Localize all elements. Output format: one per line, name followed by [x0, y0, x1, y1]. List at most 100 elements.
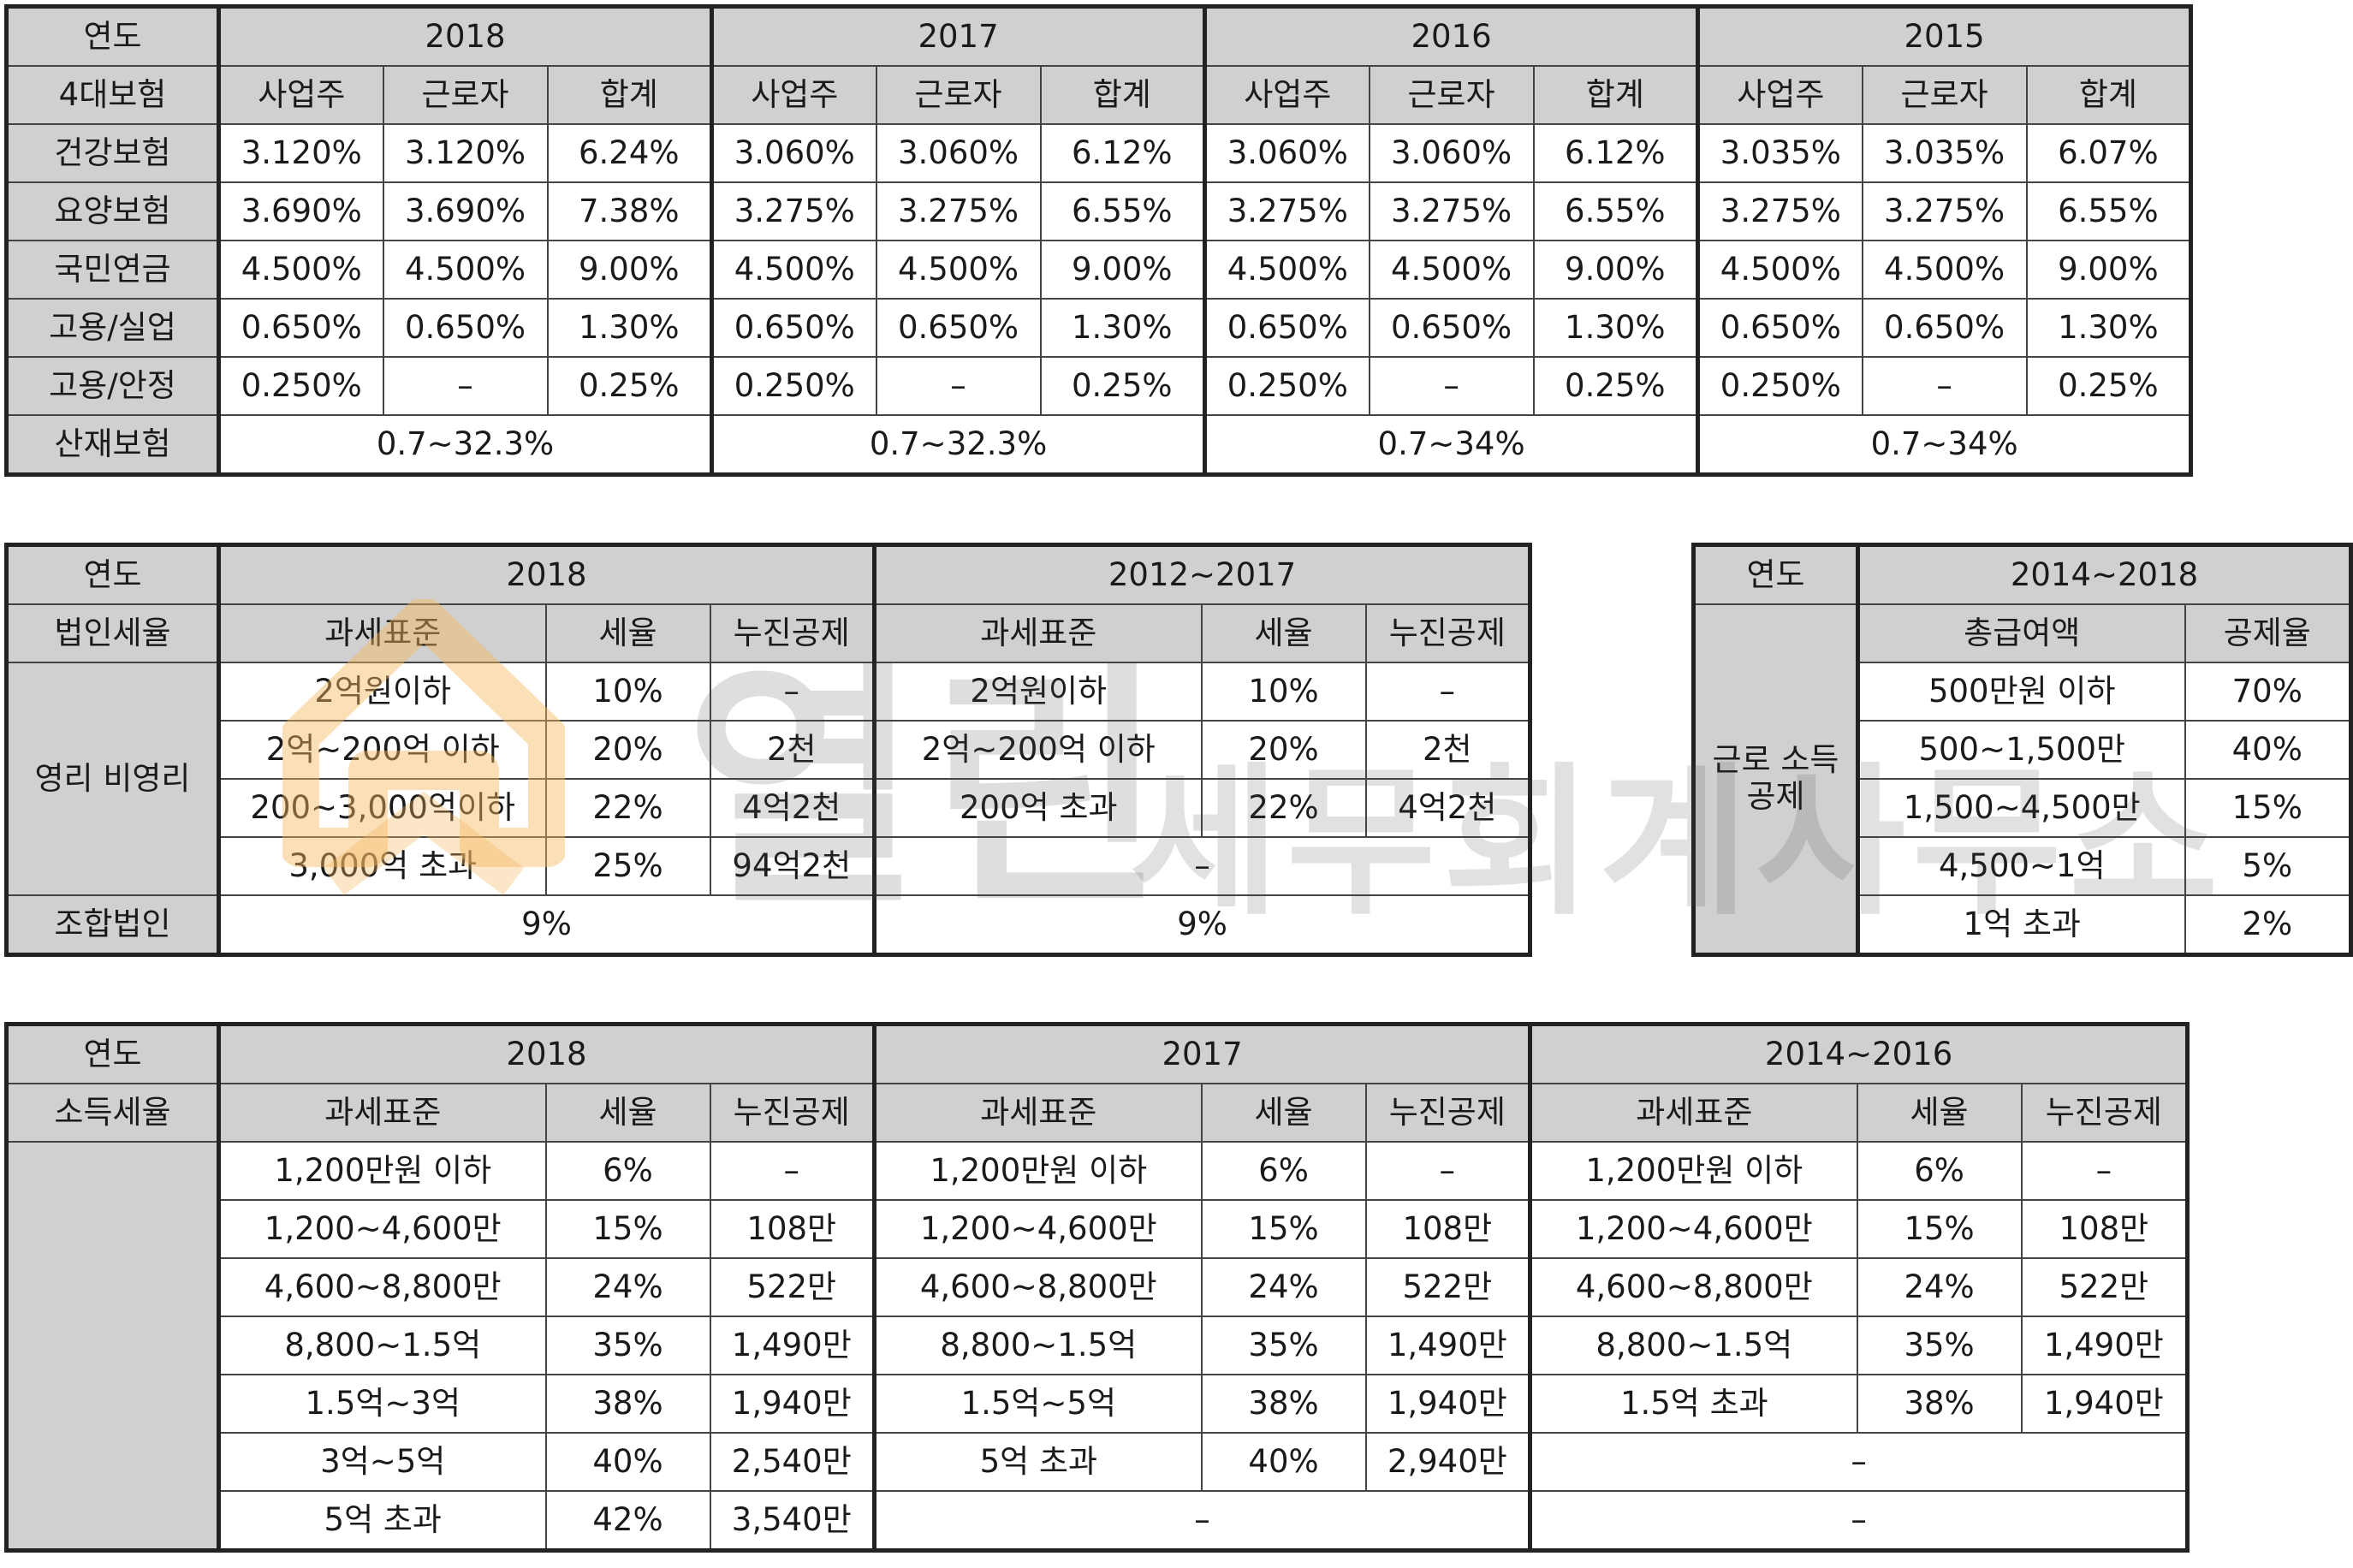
cell: 10% [544, 662, 711, 722]
cell: 3.035% [1696, 123, 1863, 183]
cell: 522만 [1364, 1257, 1533, 1317]
cell: 6.12% [1532, 123, 1701, 183]
cell: – [709, 1141, 877, 1201]
cell: 0.250% [217, 356, 384, 416]
cell: 2억~200억 이하 [873, 720, 1203, 780]
col-employer: 사업주 [1203, 65, 1370, 125]
col-deduction: 누진공제 [709, 1083, 877, 1143]
cell: 0.250% [710, 356, 877, 416]
col-gross-salary: 총급여액 [1857, 603, 2186, 663]
cell: 3.275% [710, 181, 877, 241]
earned-income-deduction-table: 연도 2014~2018 근로 소득 공제 총급여액 공제율 500만원 이하 … [1691, 543, 2353, 957]
cell: 25% [544, 836, 711, 896]
cell: – [1861, 356, 2028, 416]
cell: 22% [1200, 778, 1367, 838]
cell: 3.060% [1368, 123, 1535, 183]
earned-income-label: 근로 소득 공제 [1692, 603, 1860, 956]
cell: 1,200만원 이하 [217, 1141, 547, 1201]
cell: 9.00% [546, 240, 715, 300]
year-2017: 2017 [873, 1023, 1533, 1084]
year-2018: 2018 [217, 1023, 877, 1084]
cell: 38% [1200, 1374, 1367, 1434]
col-tax-base: 과세표준 [873, 1083, 1203, 1143]
income-group-blank [5, 1141, 221, 1552]
cell: 4.500% [875, 240, 1042, 300]
cell: 1,500~4,500만 [1857, 778, 2186, 838]
income-tax-label: 소득세율 [5, 1083, 221, 1143]
col-deduction: 누진공제 [1364, 1083, 1533, 1143]
cell: 0.25% [546, 356, 715, 416]
cell: 1.5억~5억 [873, 1374, 1203, 1434]
cell: 108만 [2020, 1199, 2189, 1259]
cell: 6% [1200, 1141, 1367, 1201]
cell: – [1364, 1141, 1533, 1201]
cell: – [2020, 1141, 2189, 1201]
cell: 3.690% [217, 181, 384, 241]
cell: 1,200~4,600만 [217, 1199, 547, 1259]
col-employee: 근로자 [382, 65, 549, 125]
cell: – [382, 356, 549, 416]
cell-dash: – [1529, 1432, 2189, 1492]
cell-dash: – [1529, 1490, 2189, 1552]
cell: 200~3,000억이하 [217, 778, 547, 838]
union-corp-label: 조합법인 [5, 894, 221, 956]
cell: 0.25% [1039, 356, 1208, 416]
cell: 8,800~1.5억 [873, 1316, 1203, 1375]
union-rate: 9% [217, 894, 877, 956]
cell: 1억 초과 [1857, 894, 2186, 956]
cell: 15% [544, 1199, 711, 1259]
cell: 3억~5억 [217, 1432, 547, 1492]
cell: 1.5억 초과 [1529, 1374, 1858, 1434]
cell: 3.690% [382, 181, 549, 241]
insurance-table: 연도 2018 2017 2016 2015 4대보험 사업주 근로자 합계 사… [4, 4, 2194, 477]
cell: 40% [1200, 1432, 1367, 1492]
cell: 3.275% [1861, 181, 2028, 241]
cell: 4.500% [382, 240, 549, 300]
cell: 35% [1200, 1316, 1367, 1375]
cell: 2천 [709, 720, 877, 780]
cell: 3.275% [1368, 181, 1535, 241]
cell: – [875, 356, 1042, 416]
insurance-rows: 건강보험 3.120% 3.120% 6.24% 3.060% 3.060% 6.12% 3.… [5, 123, 2192, 416]
cell: 9.00% [1532, 240, 1701, 300]
year-2018: 2018 [217, 543, 877, 605]
cell: 0.650% [1368, 298, 1535, 358]
cell: 1.30% [1039, 298, 1208, 358]
insurance-label: 4대보험 [5, 65, 221, 125]
insurance-row-label: 국민연금 [5, 240, 221, 300]
cell: 5% [2184, 836, 2352, 896]
cell: 1,490만 [2020, 1316, 2189, 1375]
cell: 15% [1856, 1199, 2023, 1259]
cell: 2억원이하 [873, 662, 1203, 722]
col-rate: 세율 [1200, 1083, 1367, 1143]
cell: 1,200~4,600만 [1529, 1199, 1858, 1259]
cell: 6.55% [2025, 181, 2192, 241]
col-rate: 세율 [1856, 1083, 2023, 1143]
cell: 24% [1200, 1257, 1367, 1317]
cell: 0.650% [217, 298, 384, 358]
cell: 1.5억~3억 [217, 1374, 547, 1434]
cell: 2억원이하 [217, 662, 547, 722]
cell: 3.275% [875, 181, 1042, 241]
year-2017: 2017 [710, 5, 1208, 67]
cell: 0.25% [2025, 356, 2192, 416]
cell: 500만원 이하 [1857, 662, 2186, 722]
cell: 2억~200억 이하 [217, 720, 547, 780]
cell: – [1368, 356, 1535, 416]
cell: 4,600~8,800만 [217, 1257, 547, 1317]
col-tax-base: 과세표준 [217, 603, 547, 663]
cell: 5억 초과 [873, 1432, 1203, 1492]
cell: 0.25% [1532, 356, 1701, 416]
cell: 522만 [709, 1257, 877, 1317]
cell: 0.650% [1696, 298, 1863, 358]
cell: 7.38% [546, 181, 715, 241]
cell: 4.500% [1368, 240, 1535, 300]
cell: 6.55% [1039, 181, 1208, 241]
cell: 0.650% [382, 298, 549, 358]
cell: 4.500% [710, 240, 877, 300]
cell: 200억 초과 [873, 778, 1203, 838]
insurance-row-label: 고용/안정 [5, 356, 221, 416]
cell: 108만 [709, 1199, 877, 1259]
col-rate: 세율 [544, 1083, 711, 1143]
col-employee: 근로자 [875, 65, 1042, 125]
